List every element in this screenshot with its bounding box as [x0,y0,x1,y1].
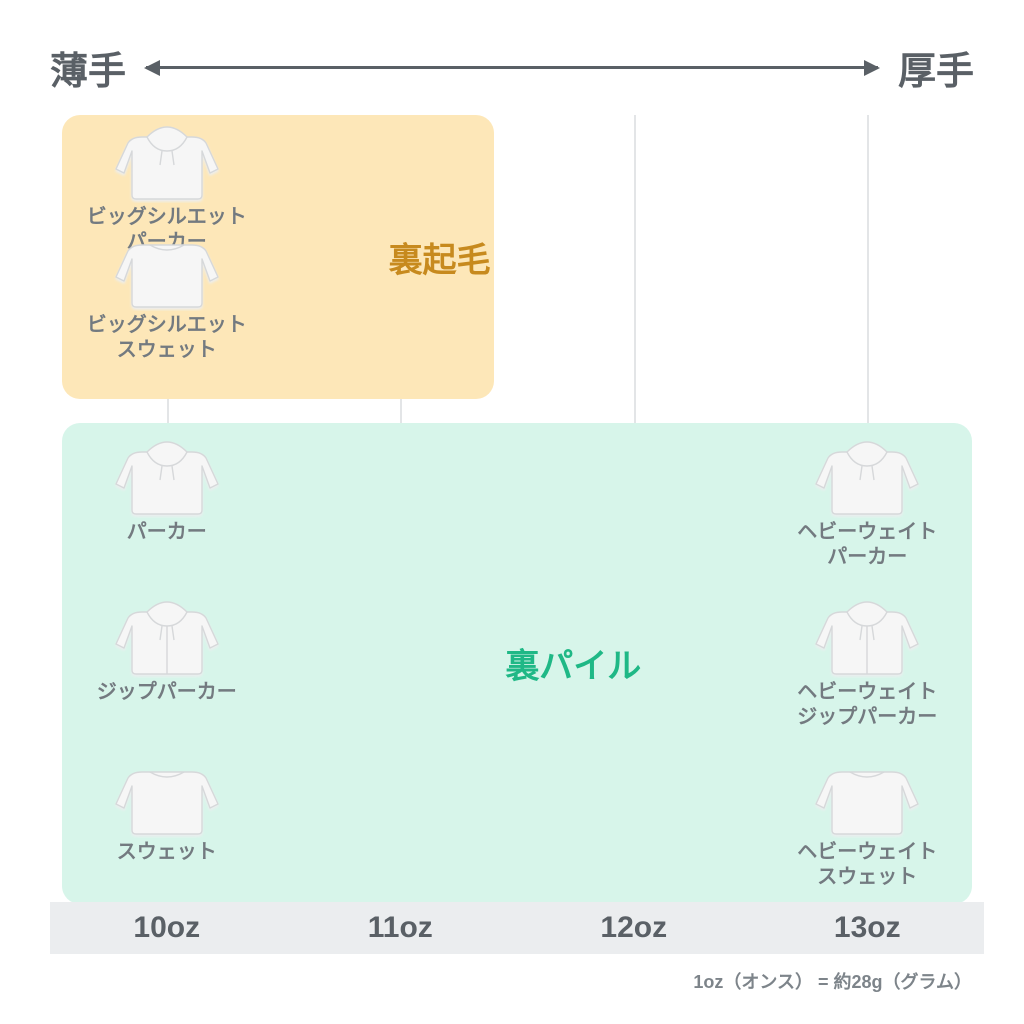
product-item: ジップパーカー [77,598,257,705]
x-axis-bar: 10oz 11oz 12oz 13oz [50,902,984,954]
product-label: ビッグシルエット スウェット [87,313,247,363]
axis-right-label: 厚手 [898,40,974,95]
chart-plot-area: 裏起毛裏パイル ビッグシルエット パーカー ビッグシルエット スウェット [50,115,984,904]
hoodie-icon [112,123,222,203]
product-item: スウェット [77,758,257,865]
arrow-left-icon [144,60,160,76]
axis-arrow [146,66,878,69]
panel-title-pile: 裏パイル [505,639,641,688]
footnote: 1oz（オンス） = 約28g（グラム） [693,968,972,994]
crew-icon [812,758,922,838]
axis-left-label: 薄手 [50,40,126,95]
x-tick: 12oz [600,911,667,945]
x-tick: 10oz [133,911,200,945]
product-label: ヘビーウェイト スウェット [797,840,937,890]
x-tick: 13oz [834,911,901,945]
product-item: ビッグシルエット スウェット [77,231,257,363]
product-label: ヘビーウェイト ジップパーカー [797,680,937,730]
crew-icon [112,231,222,311]
product-label: ヘビーウェイト パーカー [797,520,937,570]
product-item: パーカー [77,438,257,545]
product-label: ジップパーカー [97,680,237,705]
product-label: パーカー [127,520,207,545]
thickness-axis-header: 薄手 厚手 [50,40,974,95]
product-item: ヘビーウェイト パーカー [777,438,957,570]
zip-icon [112,598,222,678]
product-item: ヘビーウェイト スウェット [777,758,957,890]
hoodie-icon [112,438,222,518]
product-item: ヘビーウェイト ジップパーカー [777,598,957,730]
arrow-right-icon [864,60,880,76]
product-label: スウェット [117,840,217,865]
hoodie-icon [812,438,922,518]
panel-title-kimo: 裏起毛 [389,233,491,282]
crew-icon [112,758,222,838]
x-tick: 11oz [368,911,433,945]
zip-icon [812,598,922,678]
